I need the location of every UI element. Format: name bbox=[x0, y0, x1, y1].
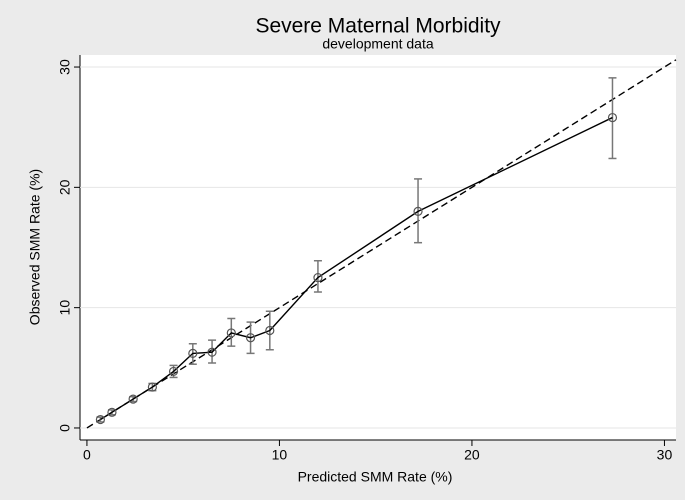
x-tick-label: 10 bbox=[272, 447, 288, 463]
observed-line bbox=[100, 116, 613, 421]
marker bbox=[95, 414, 106, 425]
y-tick-label: 0 bbox=[57, 424, 73, 432]
marker bbox=[313, 272, 323, 283]
y-axis-label: Observed SMM Rate (%) bbox=[27, 169, 43, 325]
x-tick-label: 30 bbox=[657, 447, 673, 463]
marker bbox=[188, 348, 198, 358]
plot-area bbox=[80, 55, 676, 440]
marker bbox=[226, 328, 236, 338]
chart-title: Severe Maternal Morbidity bbox=[255, 15, 501, 38]
marker bbox=[107, 407, 117, 417]
marker bbox=[207, 347, 217, 357]
y-tick-label: 20 bbox=[57, 179, 73, 195]
marker bbox=[607, 112, 618, 123]
marker bbox=[168, 366, 179, 377]
chart-subtitle: development data bbox=[322, 36, 434, 52]
marker bbox=[128, 394, 138, 404]
y-tick-label: 30 bbox=[57, 59, 73, 75]
marker bbox=[245, 333, 256, 343]
marker bbox=[147, 382, 157, 392]
x-tick-label: 0 bbox=[83, 447, 91, 463]
reference-line bbox=[86, 59, 677, 429]
marker bbox=[265, 325, 275, 336]
y-tick-label: 10 bbox=[57, 300, 73, 316]
marker bbox=[413, 206, 423, 217]
x-axis-label: Predicted SMM Rate (%) bbox=[298, 469, 453, 485]
x-tick-label: 20 bbox=[464, 447, 480, 463]
